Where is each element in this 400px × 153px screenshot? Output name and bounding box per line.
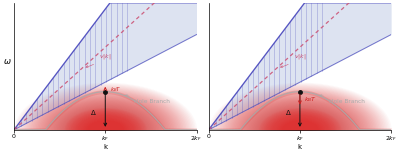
Text: $\Delta$: $\Delta$: [90, 108, 97, 117]
Text: Hole Branch: Hole Branch: [125, 95, 170, 104]
Text: $v|k|$: $v|k|$: [280, 52, 306, 68]
Text: $k_BT$: $k_BT$: [304, 95, 318, 104]
Text: $v|k|$: $v|k|$: [86, 52, 112, 68]
Y-axis label: $\omega$: $\omega$: [3, 57, 12, 66]
Text: $k_BT$: $k_BT$: [110, 85, 122, 94]
Text: Hole Branch: Hole Branch: [320, 95, 365, 104]
X-axis label: k: k: [103, 144, 107, 150]
X-axis label: k: k: [298, 144, 302, 150]
Text: $\Delta$: $\Delta$: [285, 108, 292, 117]
